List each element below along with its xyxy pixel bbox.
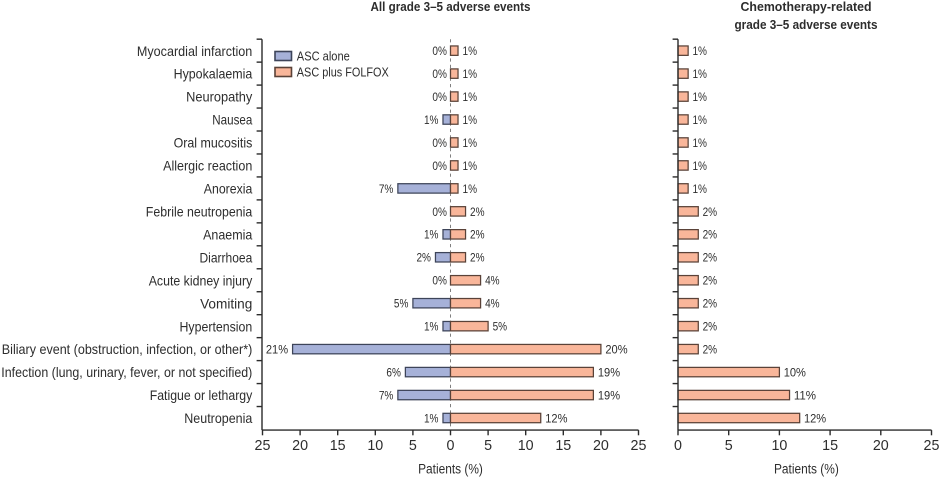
svg-text:20: 20 [873, 438, 889, 454]
svg-text:0%: 0% [432, 67, 447, 81]
svg-text:Infection (lung, urinary, feve: Infection (lung, urinary, fever, or not … [1, 364, 252, 380]
svg-text:25: 25 [631, 438, 647, 454]
svg-text:grade 3–5 adverse events: grade 3–5 adverse events [735, 18, 878, 32]
svg-text:2%: 2% [470, 205, 485, 219]
svg-text:2%: 2% [703, 297, 718, 311]
svg-text:Patients (%): Patients (%) [774, 461, 839, 476]
svg-text:0%: 0% [432, 274, 447, 288]
svg-text:Anaemia: Anaemia [203, 226, 252, 242]
svg-text:Chemotherapy-related: Chemotherapy-related [741, 0, 872, 14]
svg-text:2%: 2% [470, 228, 485, 242]
svg-text:0%: 0% [432, 136, 447, 150]
svg-text:10%: 10% [784, 365, 806, 379]
svg-text:Acute kidney injury: Acute kidney injury [149, 272, 253, 288]
svg-text:10: 10 [771, 438, 787, 454]
svg-text:0: 0 [674, 438, 682, 454]
svg-text:0%: 0% [432, 44, 447, 58]
svg-text:Patients (%): Patients (%) [418, 461, 483, 476]
svg-text:2%: 2% [470, 251, 485, 265]
svg-text:4%: 4% [485, 297, 500, 311]
svg-text:2%: 2% [416, 251, 431, 265]
svg-text:0: 0 [447, 438, 455, 454]
svg-text:1%: 1% [463, 159, 478, 173]
svg-text:7%: 7% [379, 388, 394, 402]
svg-text:Allergic reaction: Allergic reaction [163, 158, 252, 174]
svg-text:Hypokalaemia: Hypokalaemia [174, 66, 253, 82]
svg-text:1%: 1% [692, 67, 707, 81]
svg-text:1%: 1% [692, 182, 707, 196]
svg-text:12%: 12% [545, 411, 567, 425]
svg-text:10: 10 [518, 438, 534, 454]
svg-text:15: 15 [330, 438, 346, 454]
svg-text:1%: 1% [424, 411, 439, 425]
svg-text:2%: 2% [703, 343, 718, 357]
svg-text:1%: 1% [424, 113, 439, 127]
svg-text:Diarrhoea: Diarrhoea [200, 249, 253, 265]
svg-text:2%: 2% [703, 228, 718, 242]
svg-text:Neuropathy: Neuropathy [186, 89, 252, 105]
svg-text:20: 20 [292, 438, 308, 454]
svg-text:5: 5 [409, 438, 417, 454]
svg-text:5%: 5% [394, 297, 409, 311]
svg-text:ASC alone: ASC alone [297, 49, 350, 63]
svg-text:21%: 21% [266, 343, 288, 357]
svg-text:Nausea: Nausea [212, 112, 252, 128]
svg-text:1%: 1% [463, 113, 478, 127]
svg-text:11%: 11% [794, 388, 816, 402]
svg-text:Hypertension: Hypertension [180, 318, 253, 334]
svg-text:1%: 1% [424, 320, 439, 334]
svg-text:0%: 0% [432, 90, 447, 104]
svg-text:1%: 1% [692, 113, 707, 127]
svg-text:Oral mucositis: Oral mucositis [174, 135, 253, 151]
svg-text:Biliary event (obstruction, in: Biliary event (obstruction, infection, o… [2, 341, 253, 357]
svg-text:25: 25 [255, 438, 271, 454]
svg-text:19%: 19% [598, 388, 620, 402]
svg-text:1%: 1% [463, 67, 478, 81]
svg-text:Anorexia: Anorexia [204, 181, 253, 197]
svg-text:15: 15 [555, 438, 571, 454]
svg-text:25: 25 [924, 438, 939, 454]
svg-text:1%: 1% [424, 228, 439, 242]
svg-text:2%: 2% [703, 205, 718, 219]
svg-text:Febrile neutropenia: Febrile neutropenia [146, 203, 253, 219]
svg-text:6%: 6% [386, 365, 401, 379]
svg-text:10: 10 [367, 438, 383, 454]
svg-text:4%: 4% [485, 274, 500, 288]
svg-text:0%: 0% [432, 205, 447, 219]
svg-text:1%: 1% [463, 90, 478, 104]
svg-text:Neutropenia: Neutropenia [184, 410, 252, 426]
svg-text:1%: 1% [463, 44, 478, 58]
svg-text:Myocardial infarction: Myocardial infarction [137, 43, 252, 59]
svg-text:1%: 1% [692, 44, 707, 58]
svg-text:ASC plus FOLFOX: ASC plus FOLFOX [297, 65, 390, 79]
svg-text:20%: 20% [605, 343, 627, 357]
svg-text:2%: 2% [703, 274, 718, 288]
svg-text:0%: 0% [432, 159, 447, 173]
svg-text:5: 5 [484, 438, 492, 454]
svg-text:1%: 1% [692, 90, 707, 104]
svg-text:12%: 12% [804, 411, 826, 425]
svg-text:7%: 7% [379, 182, 394, 196]
svg-text:19%: 19% [598, 365, 620, 379]
svg-text:5%: 5% [493, 320, 508, 334]
svg-text:5: 5 [725, 438, 733, 454]
svg-text:1%: 1% [692, 159, 707, 173]
svg-text:15: 15 [822, 438, 838, 454]
svg-text:20: 20 [593, 438, 609, 454]
svg-text:1%: 1% [463, 182, 478, 196]
svg-text:2%: 2% [703, 251, 718, 265]
svg-text:2%: 2% [703, 320, 718, 334]
svg-text:Fatigue or lethargy: Fatigue or lethargy [150, 387, 253, 403]
svg-text:1%: 1% [692, 136, 707, 150]
svg-text:1%: 1% [463, 136, 478, 150]
svg-text:All grade 3–5 adverse events: All grade 3–5 adverse events [371, 0, 531, 14]
svg-text:Vomiting: Vomiting [200, 295, 252, 311]
